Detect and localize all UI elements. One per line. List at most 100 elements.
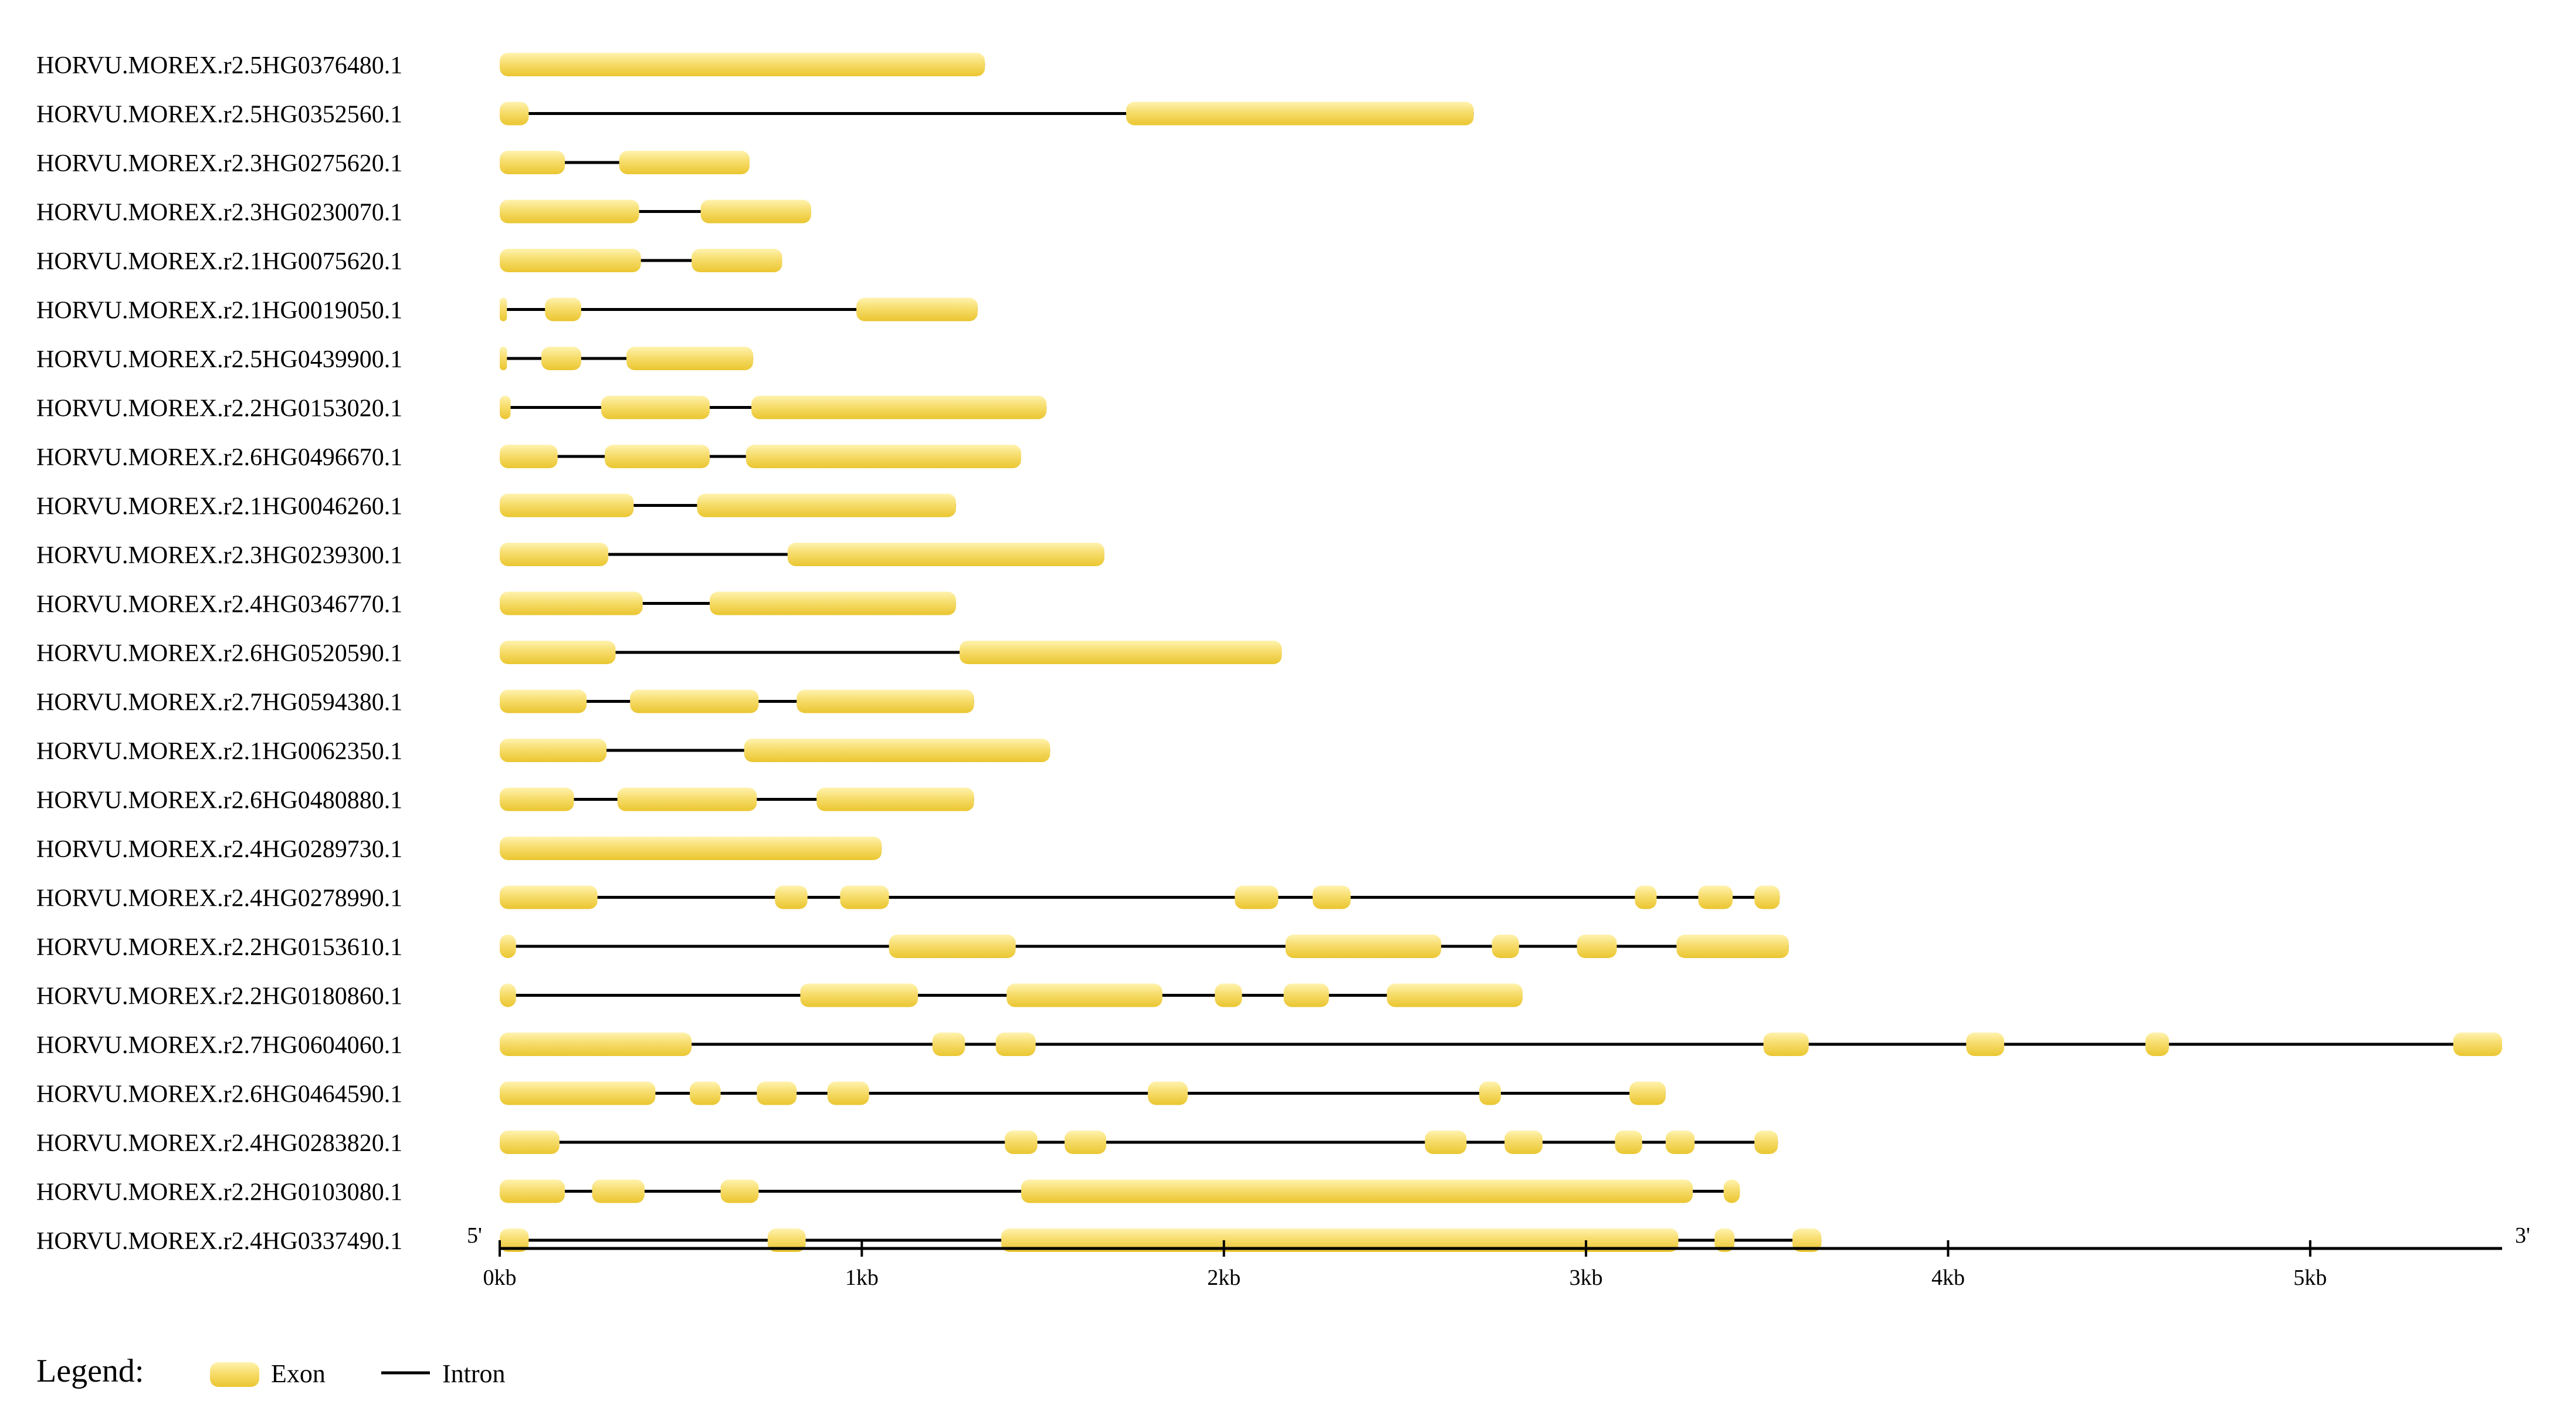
gene-name: HORVU.MOREX.r2.5HG0352560.1 (36, 101, 402, 128)
legend-intron-label: Intron (442, 1359, 506, 1388)
gene-name: HORVU.MOREX.r2.7HG0594380.1 (36, 689, 402, 716)
gene-name: HORVU.MOREX.r2.6HG0520590.1 (36, 640, 402, 667)
gene-rows: HORVU.MOREX.r2.5HG0376480.1 HORVU.MOREX.r… (36, 52, 2502, 1255)
exon-box (757, 1081, 797, 1105)
exon-box (840, 885, 889, 909)
exon-box (1629, 1081, 1666, 1105)
gene-row: HORVU.MOREX.r2.3HG0230070.1 (36, 199, 811, 226)
exon-box (816, 787, 974, 811)
exon-box (1504, 1131, 1543, 1154)
exon-box (889, 935, 1016, 958)
exon-box (2453, 1033, 2502, 1056)
exon-box (500, 885, 598, 909)
gene-row: HORVU.MOREX.r2.4HG0278990.1 (36, 885, 1780, 912)
exon-box (500, 935, 516, 958)
gene-name: HORVU.MOREX.r2.4HG0278990.1 (36, 885, 402, 912)
gene-name: HORVU.MOREX.r2.4HG0283820.1 (36, 1130, 402, 1157)
exon-box (697, 493, 956, 517)
gene-name: HORVU.MOREX.r2.3HG0239300.1 (36, 542, 402, 569)
exon-box (500, 1179, 565, 1203)
legend-exon-swatch (210, 1362, 259, 1387)
gene-name: HORVU.MOREX.r2.5HG0439900.1 (36, 346, 402, 373)
exon-box (960, 641, 1282, 664)
exon-box (767, 1229, 806, 1252)
axis-tick-label: 5kb (2293, 1265, 2327, 1290)
exon-box (692, 249, 782, 272)
exon-box (500, 591, 643, 615)
gene-row: HORVU.MOREX.r2.1HG0019050.1 (36, 297, 978, 324)
exon-box (500, 739, 607, 762)
gene-name: HORVU.MOREX.r2.1HG0046260.1 (36, 493, 402, 520)
gene-row: HORVU.MOREX.r2.2HG0103080.1 (36, 1179, 1740, 1206)
gene-row: HORVU.MOREX.r2.5HG0439900.1 (36, 346, 754, 373)
exon-box (995, 1033, 1036, 1056)
exon-box (1425, 1131, 1467, 1154)
exon-box (500, 445, 558, 468)
gene-row: HORVU.MOREX.r2.6HG0496670.1 (36, 444, 1021, 471)
exon-box (545, 297, 581, 321)
exon-box (744, 739, 1050, 762)
exon-box (500, 689, 587, 713)
exon-box (1006, 983, 1162, 1007)
exon-box (1577, 935, 1617, 958)
axis-end-label: 3' (2515, 1223, 2530, 1248)
exon-box (626, 347, 754, 370)
exon-box (500, 1229, 529, 1252)
exon-box (1763, 1033, 1809, 1056)
gene-name: HORVU.MOREX.r2.4HG0346770.1 (36, 591, 402, 618)
exon-box (1615, 1131, 1642, 1154)
gene-name: HORVU.MOREX.r2.2HG0180860.1 (36, 983, 402, 1010)
gene-name: HORVU.MOREX.r2.6HG0480880.1 (36, 787, 402, 814)
exon-box (500, 347, 507, 370)
exon-box (700, 199, 811, 224)
exon-box (1148, 1081, 1188, 1105)
gene-name: HORVU.MOREX.r2.4HG0337490.1 (36, 1228, 402, 1255)
exon-box (1285, 935, 1442, 958)
gene-row: HORVU.MOREX.r2.6HG0520590.1 (36, 640, 1282, 667)
gene-row: HORVU.MOREX.r2.6HG0480880.1 (36, 787, 974, 814)
exon-box (500, 787, 574, 811)
exon-box (500, 297, 507, 321)
axis-tick-label: 0kb (483, 1265, 517, 1290)
gene-name: HORVU.MOREX.r2.4HG0289730.1 (36, 836, 402, 863)
exon-box (500, 1033, 692, 1056)
legend: Legend: Exon Intron (36, 1353, 506, 1389)
axis-tick-label: 2kb (1207, 1265, 1240, 1290)
exon-box (1754, 885, 1780, 909)
gene-name: HORVU.MOREX.r2.2HG0103080.1 (36, 1179, 402, 1206)
gene-row: HORVU.MOREX.r2.4HG0337490.1 (36, 1228, 1822, 1255)
gene-name: HORVU.MOREX.r2.6HG0464590.1 (36, 1081, 402, 1108)
exon-box (500, 543, 609, 566)
exon-box (745, 445, 1021, 468)
gene-row: HORVU.MOREX.r2.5HG0376480.1 (36, 52, 985, 79)
gene-row: HORVU.MOREX.r2.1HG0062350.1 (36, 738, 1050, 765)
gene-name: HORVU.MOREX.r2.5HG0376480.1 (36, 52, 402, 79)
gene-name: HORVU.MOREX.r2.7HG0604060.1 (36, 1032, 402, 1059)
axis-start-label: 5' (467, 1223, 482, 1248)
exon-box (751, 395, 1047, 419)
gene-name: HORVU.MOREX.r2.2HG0153020.1 (36, 395, 402, 422)
exon-box (500, 1131, 560, 1154)
exon-box (1021, 1179, 1693, 1203)
gene-row: HORVU.MOREX.r2.4HG0346770.1 (36, 591, 956, 618)
exon-box (827, 1081, 869, 1105)
legend-exon-label: Exon (271, 1359, 326, 1388)
exon-box (541, 347, 581, 370)
exon-box (1754, 1131, 1778, 1154)
exon-box (500, 983, 516, 1007)
exon-box (1635, 885, 1657, 909)
exon-box (1966, 1033, 2005, 1056)
exon-box (605, 445, 710, 468)
exon-box (592, 1179, 645, 1203)
exon-box (1005, 1131, 1038, 1154)
exon-box (1492, 935, 1519, 958)
exon-box (690, 1081, 721, 1105)
exon-box (1312, 885, 1351, 909)
exon-box (500, 101, 529, 126)
exon-box (619, 151, 750, 174)
gene-row: HORVU.MOREX.r2.4HG0283820.1 (36, 1130, 1778, 1157)
axis-ticks: 0kb 1kb 2kb 3kb 4kb 5kb (483, 1240, 2327, 1290)
exon-box (500, 199, 639, 224)
gene-row: HORVU.MOREX.r2.1HG0075620.1 (36, 248, 782, 275)
